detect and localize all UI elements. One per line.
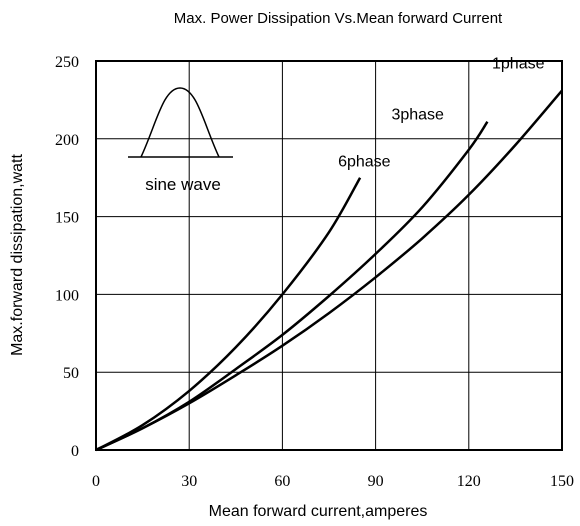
y-tick-label: 50 [63, 365, 79, 382]
x-tick-label: 60 [274, 473, 290, 490]
y-tick-label: 0 [71, 443, 79, 460]
x-tick-label: 150 [550, 473, 574, 490]
sine-wave-label: sine wave [145, 175, 221, 194]
x-tick-label: 90 [368, 473, 384, 490]
y-tick-label: 200 [55, 132, 79, 149]
x-tick-label: 0 [92, 473, 100, 490]
series-line-6phase [95, 177, 362, 452]
series-line-1phase [95, 89, 563, 452]
chart-title: Max. Power Dissipation Vs.Mean forward C… [174, 10, 503, 27]
sine-wave-inset: sine wave [128, 87, 233, 194]
x-axis-label: Mean forward current,amperes [209, 503, 428, 520]
series-label-6phase: 6phase [338, 154, 391, 171]
grid-lines [96, 61, 562, 450]
x-tick-labels: 0 30 60 90 120 150 [92, 473, 574, 490]
y-tick-labels: 0 50 100 150 200 250 [55, 54, 79, 460]
sine-wave-half-cycle [140, 87, 220, 158]
y-axis-label: Max.forward dissipation,watt [9, 154, 26, 356]
x-tick-label: 30 [181, 473, 197, 490]
series-label-3phase: 3phase [391, 107, 444, 124]
x-tick-label: 120 [457, 473, 481, 490]
series-labels: 1phase 3phase 6phase [338, 56, 545, 171]
y-tick-label: 150 [55, 210, 79, 227]
y-tick-label: 100 [55, 287, 79, 304]
series-label-1phase: 1phase [492, 56, 545, 73]
plot-frame [95, 60, 563, 451]
series-line-3phase [95, 121, 489, 452]
series-curves [95, 89, 563, 452]
y-tick-label: 250 [55, 54, 79, 71]
